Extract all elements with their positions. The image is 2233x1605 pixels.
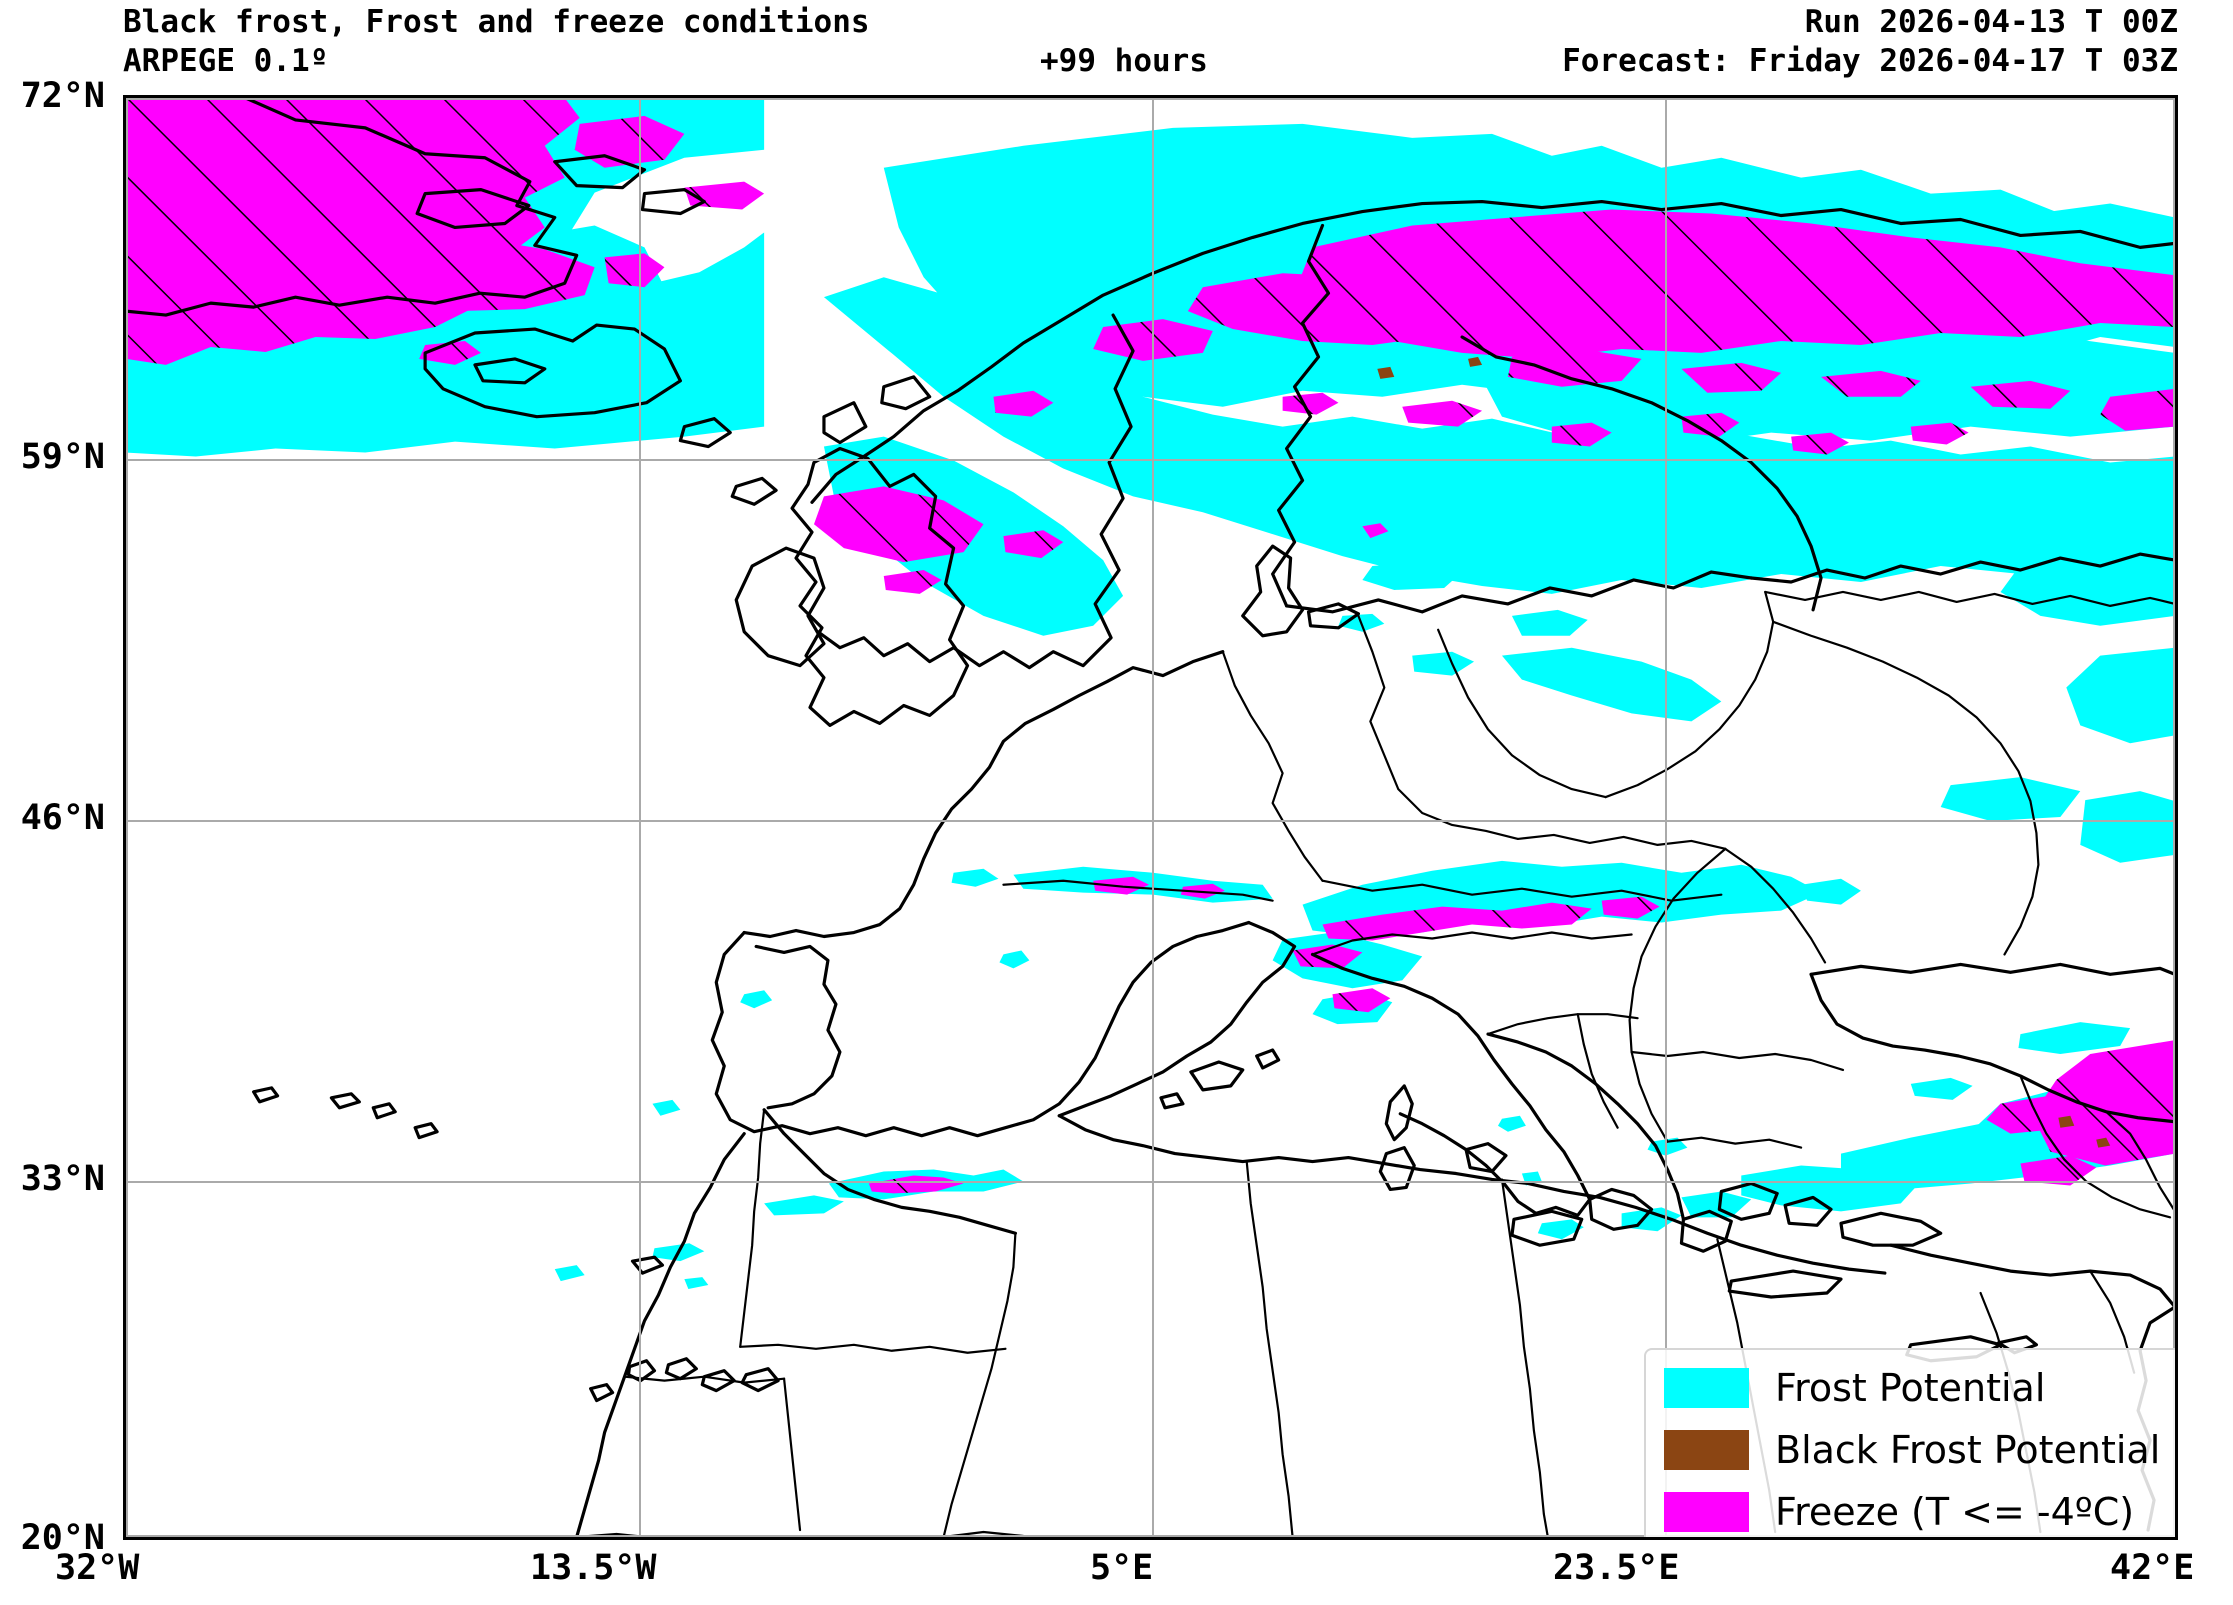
legend-swatch-black-frost-potential	[1664, 1430, 1749, 1470]
freeze-layer	[126, 98, 2175, 1194]
xtick-5e	[1152, 1537, 1154, 1540]
x-tick-32w: 32°W	[55, 1548, 140, 1588]
gridline-h-46n	[126, 820, 2175, 822]
x-tick-13-5w: 13.5°W	[530, 1548, 657, 1588]
x-tick-23-5e: 23.5°E	[1553, 1548, 1680, 1588]
y-tick-46n: 46°N	[20, 798, 105, 838]
legend-swatch-freeze	[1664, 1492, 1749, 1532]
xtick-32w	[126, 1537, 128, 1540]
gridline-h-59n	[126, 459, 2175, 461]
xtick-23-5e	[1665, 1537, 1667, 1540]
page-title: Black frost, Frost and freeze conditions	[123, 4, 870, 40]
ytick-72n	[123, 98, 126, 100]
gridline-h-33n	[126, 1181, 2175, 1183]
gridline-v-13-5w	[639, 98, 641, 1537]
ytick-59n	[123, 459, 126, 461]
map-graphic	[126, 98, 2175, 1537]
legend-label-frost-potential: Frost Potential	[1775, 1366, 2046, 1410]
xtick-42e	[2176, 1537, 2178, 1540]
forecast-valid-label: Forecast: Friday 2026-04-17 T 03Z	[1562, 43, 2178, 79]
x-tick-5e: 5°E	[1090, 1548, 1154, 1588]
legend-item-frost-potential[interactable]: Frost Potential	[1664, 1366, 2160, 1410]
legend-label-freeze: Freeze (T <= -4ºC)	[1775, 1490, 2135, 1534]
legend-swatch-frost-potential	[1664, 1368, 1749, 1408]
ytick-33n	[123, 1181, 126, 1183]
y-tick-20n: 20°N	[20, 1518, 105, 1558]
gridline-v-5e	[1152, 98, 1154, 1537]
legend-item-black-frost-potential[interactable]: Black Frost Potential	[1664, 1428, 2160, 1472]
gridline-v-23-5e	[1665, 98, 1667, 1537]
legend-item-freeze[interactable]: Freeze (T <= -4ºC)	[1664, 1490, 2160, 1534]
black-frost-layer	[1377, 356, 2111, 1148]
y-tick-59n: 59°N	[20, 437, 105, 477]
lead-time-label: +99 hours	[1040, 43, 1208, 79]
run-timestamp-label: Run 2026-04-13 T 00Z	[1804, 4, 2178, 40]
map-plot-area[interactable]: Frost Potential Black Frost Potential Fr…	[123, 95, 2178, 1540]
chart-header: Black frost, Frost and freeze conditions…	[0, 0, 2233, 95]
legend-label-black-frost-potential: Black Frost Potential	[1775, 1428, 2161, 1472]
x-tick-42e: 42°E	[2110, 1548, 2195, 1588]
gridline-h-20n	[126, 1535, 2175, 1537]
gridline-h-72n	[126, 98, 2175, 100]
xtick-13-5w	[639, 1537, 641, 1540]
y-tick-33n: 33°N	[20, 1159, 105, 1199]
gridline-v-32w	[126, 98, 128, 1537]
model-label: ARPEGE 0.1º	[123, 43, 329, 79]
map-legend[interactable]: Frost Potential Black Frost Potential Fr…	[1644, 1348, 2175, 1537]
ytick-46n	[123, 820, 126, 822]
map-canvas: Frost Potential Black Frost Potential Fr…	[126, 98, 2175, 1537]
gridline-v-42e	[2173, 98, 2175, 1537]
y-tick-72n: 72°N	[20, 76, 105, 116]
